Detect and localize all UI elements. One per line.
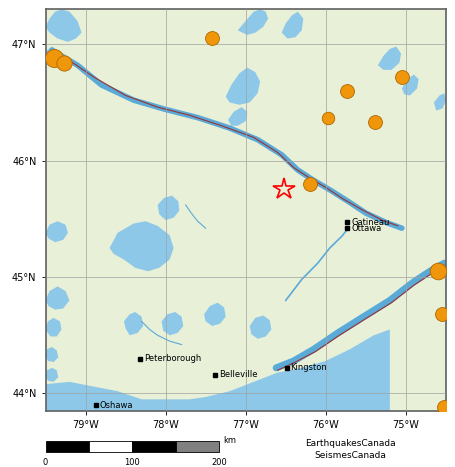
- Polygon shape: [226, 68, 260, 105]
- Polygon shape: [162, 312, 183, 335]
- Bar: [46, 441, 89, 452]
- Polygon shape: [46, 47, 60, 61]
- Text: Oshawa: Oshawa: [100, 401, 133, 410]
- Polygon shape: [204, 303, 226, 326]
- Text: km: km: [223, 437, 236, 446]
- Polygon shape: [378, 47, 401, 70]
- Polygon shape: [46, 9, 81, 42]
- Polygon shape: [250, 316, 271, 339]
- Polygon shape: [46, 286, 70, 310]
- Polygon shape: [46, 330, 390, 411]
- Bar: [176, 441, 219, 452]
- Text: 100: 100: [124, 458, 140, 467]
- Bar: [132, 441, 176, 452]
- Polygon shape: [110, 221, 174, 271]
- Bar: [89, 441, 132, 452]
- Text: Belleville: Belleville: [219, 370, 258, 379]
- Text: Gatineau: Gatineau: [351, 218, 390, 227]
- Polygon shape: [46, 347, 58, 362]
- Polygon shape: [124, 312, 143, 335]
- Polygon shape: [157, 196, 179, 220]
- Text: EarthquakesCanada
SeismesCanada: EarthquakesCanada SeismesCanada: [305, 439, 396, 460]
- Text: Ottawa: Ottawa: [351, 224, 382, 233]
- Polygon shape: [46, 318, 61, 336]
- Polygon shape: [228, 107, 248, 126]
- Text: 200: 200: [211, 458, 227, 467]
- Polygon shape: [282, 12, 303, 38]
- Text: 0: 0: [43, 458, 48, 467]
- Polygon shape: [402, 75, 419, 95]
- Polygon shape: [46, 368, 58, 382]
- Polygon shape: [46, 221, 68, 242]
- Polygon shape: [238, 9, 268, 35]
- Polygon shape: [434, 93, 446, 111]
- Text: Kingston: Kingston: [291, 363, 327, 372]
- Text: Peterborough: Peterborough: [144, 354, 201, 363]
